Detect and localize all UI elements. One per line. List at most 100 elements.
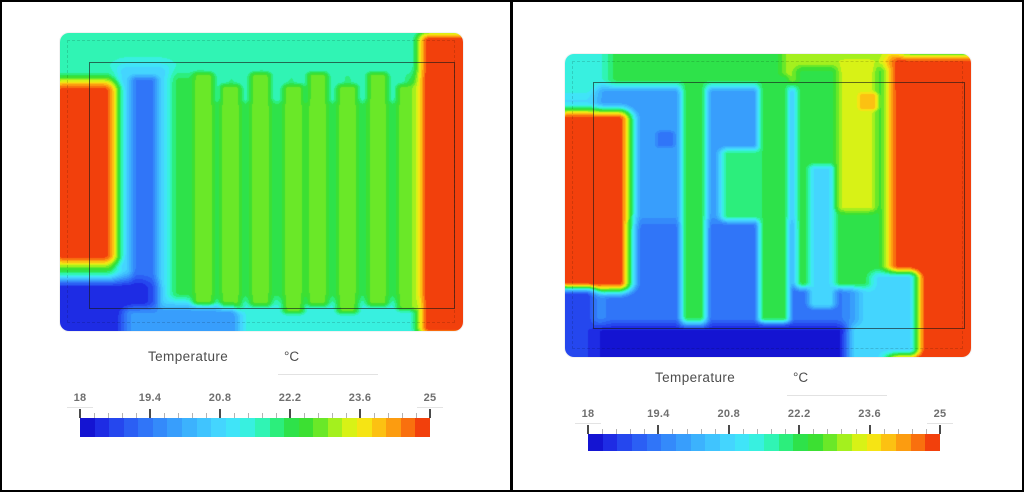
colorbar-segment	[602, 434, 618, 451]
colorbar-segment	[211, 418, 226, 437]
major-tick	[359, 409, 361, 418]
colorbar-segment	[632, 434, 647, 451]
colorbar-segment	[676, 434, 691, 451]
colorbar-segment	[793, 434, 809, 451]
minor-tick	[672, 429, 674, 434]
colorbar-tick-labels: 18 19.4 20.8 22.2 23.6 25	[575, 408, 953, 424]
minor-tick	[897, 429, 899, 434]
colorbar-segment	[705, 434, 721, 451]
minor-tick	[94, 413, 95, 418]
minor-tick	[276, 413, 277, 418]
colorbar-tick-label: 18	[581, 408, 595, 420]
colorbar-segment	[881, 434, 897, 451]
colorbar-segment	[298, 418, 314, 437]
colorbar-segment	[822, 434, 838, 451]
legend-unit: °C	[793, 370, 809, 385]
colorbar-segment	[661, 434, 677, 451]
colorbar-segment	[371, 418, 387, 437]
temperature-field-canvas-2	[565, 54, 971, 357]
colorbar-segment	[152, 418, 168, 437]
minor-tick	[925, 429, 927, 434]
major-tick	[219, 409, 221, 418]
minor-tick	[630, 429, 632, 434]
colorbar-segment	[313, 418, 328, 437]
minor-tick	[346, 413, 347, 418]
colorbar-tick-label: 18	[73, 392, 87, 404]
minor-tick	[122, 413, 123, 418]
minor-tick	[827, 429, 829, 434]
minor-tick	[164, 413, 165, 418]
colorbar-segment	[734, 434, 750, 451]
colorbar-ticks	[587, 424, 941, 434]
colorbar-tick-label: 23.6	[348, 392, 372, 404]
colorbar-segment	[808, 434, 823, 451]
colorbar-segment	[254, 418, 270, 437]
tick-label-underline	[417, 407, 443, 408]
colorbar-segment	[764, 434, 779, 451]
colorbar-tick-label: 25	[423, 392, 437, 404]
colorbar-segment	[342, 418, 357, 437]
simulation-panel-1: Temperature °C 18 19.4 20.8 22.2 23.6 25	[2, 2, 510, 490]
colorbar-scale-2: 18 19.4 20.8 22.2 23.6 25	[575, 408, 953, 451]
major-tick	[79, 409, 81, 418]
colorbar-segment	[896, 434, 911, 451]
minor-tick	[855, 429, 857, 434]
legend-unit-field: °C	[278, 349, 378, 375]
minor-tick	[785, 429, 787, 434]
colorbar-ticks	[79, 408, 431, 418]
minor-tick	[318, 413, 319, 418]
minor-tick	[813, 429, 815, 434]
minor-tick	[644, 429, 646, 434]
minor-tick	[714, 429, 716, 434]
major-tick	[798, 425, 801, 434]
major-tick	[289, 409, 291, 418]
minor-tick	[416, 413, 417, 418]
major-tick	[587, 425, 589, 434]
colorbar-tick-label: 20.8	[208, 392, 232, 404]
minor-tick	[771, 429, 773, 434]
colorbar-segment	[327, 418, 343, 437]
colorbar-segment	[196, 418, 212, 437]
temperature-contour-plot-2	[565, 54, 971, 357]
colorbar-segment	[852, 434, 867, 451]
table-divider	[510, 2, 513, 490]
colorbar-segment	[720, 434, 735, 451]
legend-title: Temperature	[148, 349, 229, 364]
minor-tick	[234, 413, 235, 418]
colorbar-tick-label: 22.2	[278, 392, 302, 404]
colorbar-segment	[866, 434, 882, 451]
colorbar-segment	[588, 434, 603, 451]
colorbar-segment	[240, 418, 255, 437]
colorbar-segment	[138, 418, 153, 437]
tick-label-underline	[575, 423, 601, 424]
colorbar-scale-1: 18 19.4 20.8 22.2 23.6 25	[67, 392, 443, 437]
colorbar-segment	[617, 434, 633, 451]
colorbar	[80, 418, 430, 437]
minor-tick	[883, 429, 885, 434]
major-tick	[657, 425, 660, 434]
colorbar-segment	[386, 418, 401, 437]
major-tick	[727, 425, 730, 434]
temperature-field-canvas-1	[60, 33, 463, 331]
colorbar-segment	[109, 418, 124, 437]
colorbar-segment	[646, 434, 662, 451]
colorbar-segment	[167, 418, 183, 437]
legend-title: Temperature	[655, 370, 736, 385]
colorbar-segment	[269, 418, 285, 437]
minor-tick	[374, 413, 375, 418]
colorbar-segment	[749, 434, 765, 451]
colorbar-segment	[123, 418, 139, 437]
major-tick	[149, 409, 151, 418]
colorbar-tick-label: 25	[933, 408, 947, 420]
colorbar-segment	[356, 418, 372, 437]
minor-tick	[756, 429, 758, 434]
colorbar-tick-label: 20.8	[717, 408, 741, 420]
minor-tick	[602, 429, 604, 434]
colorbar-segment	[415, 418, 430, 437]
major-tick	[429, 409, 431, 418]
colorbar-segment	[925, 434, 941, 451]
minor-tick	[248, 413, 249, 418]
colorbar-segment	[778, 434, 794, 451]
minor-tick	[262, 413, 263, 418]
minor-tick	[616, 429, 618, 434]
